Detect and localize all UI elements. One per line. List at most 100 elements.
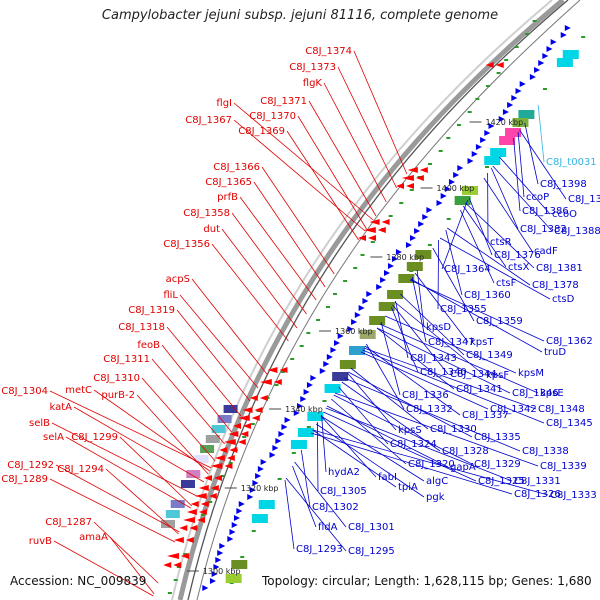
feature-block <box>165 510 180 518</box>
leader-line <box>233 102 374 221</box>
forward-cds-arrow <box>542 53 549 59</box>
reverse-cds-arrow <box>200 501 209 507</box>
forward-cds-arrow <box>387 263 394 269</box>
gene-label-reverse: flgK <box>303 78 323 89</box>
gc-dot <box>542 88 547 90</box>
reverse-cds-arrow <box>198 509 207 515</box>
gene-label-reverse: C8J_1318 <box>118 322 165 333</box>
leader-line <box>294 461 347 528</box>
leader-line <box>93 521 159 584</box>
forward-cds-arrow <box>391 256 398 262</box>
reverse-cds-arrow <box>226 455 235 461</box>
reverse-cds-arrow <box>210 485 219 491</box>
leader-line <box>315 423 425 498</box>
gene-label-forward: truD <box>544 347 566 358</box>
leader-line <box>300 449 311 508</box>
feature-block <box>349 346 366 355</box>
leader-line <box>285 477 347 552</box>
reverse-cds-arrow <box>401 175 414 181</box>
gene-label-forward: C8J_1295 <box>348 546 395 557</box>
leader-line <box>55 464 180 533</box>
gene-label-reverse: feoB <box>137 340 160 351</box>
gene-label-forward: ctsD <box>552 294 575 305</box>
reverse-cds-arrow <box>180 553 189 559</box>
gc-dot <box>360 254 365 256</box>
forward-cds-arrow <box>323 361 330 367</box>
gene-label-reverse: C8J_1365 <box>205 177 252 188</box>
leader-line <box>376 327 511 394</box>
gc-dot <box>409 189 414 191</box>
gene-label-forward: C8J_1330 <box>430 424 477 435</box>
gene-label-reverse: C8J_1367 <box>185 115 232 126</box>
leader-line <box>537 104 545 163</box>
gene-label-forward: ctsX <box>508 262 530 273</box>
gc-dot <box>525 33 530 35</box>
leader-line <box>93 389 210 472</box>
gc-dot <box>485 166 490 168</box>
label-leaders <box>49 50 567 597</box>
gc-dot <box>532 20 537 22</box>
gene-label-reverse: purB-2 <box>101 390 135 401</box>
reverse-cds-arrow <box>237 439 246 445</box>
leader-line <box>519 129 567 200</box>
tick-label: 1340 kbp <box>285 405 323 414</box>
leader-line <box>49 390 212 469</box>
gene-label-forward: C8J_1302 <box>312 502 359 513</box>
leader-line <box>334 392 539 467</box>
leader-line <box>353 50 408 175</box>
gene-label-forward: C8J_1343 <box>410 353 457 364</box>
forward-cds-arrow <box>519 81 526 87</box>
gc-dot <box>446 137 451 139</box>
leader-line <box>73 406 205 483</box>
leader-line <box>414 272 469 343</box>
forward-cds-arrow <box>255 473 262 479</box>
forward-cds-arrow <box>546 46 553 52</box>
leader-line <box>179 294 259 389</box>
forward-cds-arrow <box>326 354 333 360</box>
gene-label-reverse: ruvB <box>29 536 52 547</box>
feature-block <box>512 118 529 127</box>
feature-block <box>307 412 324 421</box>
leader-line <box>321 414 327 473</box>
gene-label-forward: C8J_1337 <box>462 410 509 421</box>
gene-label-reverse: fliL <box>163 290 178 301</box>
gc-dot <box>457 124 462 126</box>
feature-block <box>499 136 516 145</box>
gene-label-forward: C8J_1335 <box>474 432 521 443</box>
leader-line <box>109 536 155 595</box>
leader-line <box>161 344 232 433</box>
leader-line <box>462 205 507 268</box>
leader-line <box>439 237 551 300</box>
gene-label-reverse: flgI <box>216 98 232 109</box>
forward-cds-arrow <box>471 151 478 157</box>
leader-line <box>221 228 298 329</box>
reverse-cds-arrow <box>254 407 263 413</box>
leader-line <box>312 429 549 496</box>
feature-block <box>398 274 415 283</box>
leader-line <box>347 372 397 431</box>
leader-line <box>411 276 427 343</box>
forward-cds-arrow <box>550 39 557 45</box>
leader-line <box>395 300 409 359</box>
gene-label-forward: fldA <box>318 522 338 533</box>
gene-label-forward: C8J_1328 <box>442 446 489 457</box>
forward-cds-arrow <box>275 438 282 444</box>
reverse-cds-arrow <box>163 562 172 568</box>
gene-label-forward: C8J_1301 <box>348 522 395 533</box>
forward-cds-arrow <box>426 207 433 213</box>
leader-line <box>390 306 419 373</box>
gc-dot <box>183 553 188 555</box>
leader-line <box>53 540 154 597</box>
gene-label-reverse: metC <box>65 385 92 396</box>
forward-cds-arrow <box>215 557 222 563</box>
forward-cds-arrow <box>484 130 491 136</box>
map-title: Campylobacter jejuni subsp. jejuni 81116… <box>101 8 499 23</box>
gc-dot <box>173 579 178 581</box>
gc-dot <box>242 436 247 438</box>
gene-label-reverse: C8J_1299 <box>71 432 118 443</box>
leader-line <box>524 122 539 185</box>
leader-line <box>286 130 359 241</box>
forward-cds-arrow <box>515 88 522 94</box>
reverse-cds-arrow <box>279 367 288 373</box>
gc-dot <box>428 163 433 165</box>
